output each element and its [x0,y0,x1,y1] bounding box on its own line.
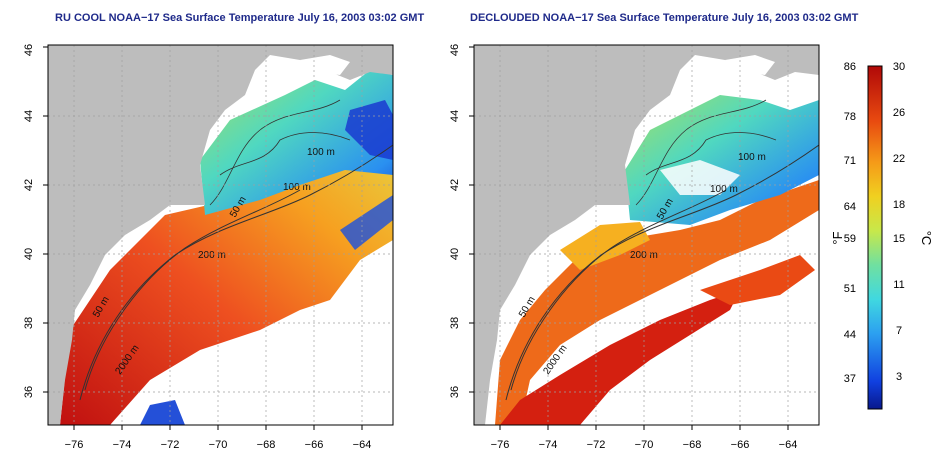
right-land-cloud [725,55,775,75]
right-gulf-stream [500,290,740,425]
left-panel-title: RU COOL NOAA−17 Sea Surface Temperature … [55,12,425,24]
right-map-panel: 100 m 100 m 50 m 200 m 50 m 2000 m −76 −… [449,44,820,451]
y-tick-label: 46 [23,44,35,56]
left-y-axis: 36 38 40 42 44 46 [23,44,48,398]
y-tick-label: 46 [449,44,461,56]
y-tick-label: 44 [449,110,461,122]
right-contour-2000 [505,144,819,401]
x-tick-label: −66 [731,439,750,451]
f-tick-label: 64 [844,201,856,213]
right-panel-title: DECLOUDED NOAA−17 Sea Surface Temperatur… [470,12,859,24]
left-contour-label: 200 m [198,250,226,261]
f-tick-label: 71 [844,155,856,167]
x-tick-label: −74 [539,439,558,451]
left-contour-50 [219,132,351,176]
c-tick-label: 30 [893,61,905,73]
left-contour-label: 100 m [283,182,311,193]
f-tick-label: 44 [844,329,856,341]
x-tick-label: −64 [779,439,798,451]
right-contour-100 [635,99,767,206]
f-tick-label: 51 [844,283,856,295]
y-tick-label: 40 [23,248,35,260]
left-contour-2000 [79,144,393,401]
left-cold-patch [345,100,393,160]
f-tick-label: 86 [844,61,856,73]
left-grid [48,45,393,425]
f-tick-label: 59 [844,233,856,245]
f-tick-label: 78 [844,111,856,123]
colorbar-c-unit: °C [919,231,934,246]
right-frame [473,44,820,426]
left-cloud-area [230,320,393,425]
x-tick-label: −66 [305,439,324,451]
right-cloud-hole [660,160,740,195]
y-tick-label: 42 [449,179,461,191]
right-grid [474,45,819,425]
c-tick-label: 11 [893,279,904,291]
left-cold-streak [340,195,393,250]
c-tick-label: 18 [893,199,905,211]
colorbar-gradient [867,65,883,410]
c-tick-label: 22 [893,153,905,165]
y-tick-label: 38 [449,317,461,329]
colorbar-f-unit: °F [830,231,845,244]
right-y-axis: 36 38 40 42 44 46 [449,44,474,398]
left-land [48,45,393,425]
x-tick-label: −68 [257,439,276,451]
right-x-axis: −76 −74 −72 −70 −68 −66 −64 [491,425,798,451]
left-frame [47,44,394,426]
colorbar-f-ticks: 86 78 71 64 59 51 44 37 [844,61,856,385]
left-cold-spot [140,400,185,425]
left-contour-100 [209,99,341,206]
left-cool-water [200,70,393,215]
left-x-axis: −76 −74 −72 −70 −68 −66 −64 [65,425,372,451]
y-tick-label: 36 [23,386,35,398]
c-tick-label: 3 [896,371,902,383]
left-contour-200 [84,189,301,391]
y-tick-label: 36 [449,386,461,398]
left-warm-water [60,140,393,425]
x-tick-label: −72 [587,439,606,451]
right-contour-label: 100 m [710,184,738,195]
right-cool-water [625,95,819,225]
x-tick-label: −76 [491,439,510,451]
c-tick-label: 7 [896,325,902,337]
x-tick-label: −70 [209,439,228,451]
right-warm-patch [560,222,650,270]
y-tick-label: 42 [23,179,35,191]
right-offshore-patch [700,255,815,305]
colorbar-c-ticks: 30 26 22 18 15 11 7 3 [893,61,905,383]
left-land-cloud [300,55,350,75]
right-land [474,45,819,425]
colorbar: 86 78 71 64 59 51 44 37 30 26 22 18 15 1… [830,61,934,410]
left-contour-label: 100 m [307,147,335,158]
right-contour-50 [645,132,777,176]
y-tick-label: 40 [449,248,461,260]
y-tick-label: 44 [23,110,35,122]
right-warm-shelf [495,180,819,425]
x-tick-label: −76 [65,439,84,451]
x-tick-label: −70 [635,439,654,451]
right-contour-label: 100 m [738,152,766,163]
y-tick-label: 38 [23,317,35,329]
f-tick-label: 37 [844,373,856,385]
left-map-panel: 100 m 100 m 50 m 200 m 50 m 2000 m −76 −… [23,44,394,451]
c-tick-label: 15 [893,233,905,245]
x-tick-label: −72 [161,439,180,451]
x-tick-label: −68 [683,439,702,451]
x-tick-label: −74 [113,439,132,451]
x-tick-label: −64 [353,439,372,451]
c-tick-label: 26 [893,107,905,119]
right-contour-200 [510,189,727,391]
